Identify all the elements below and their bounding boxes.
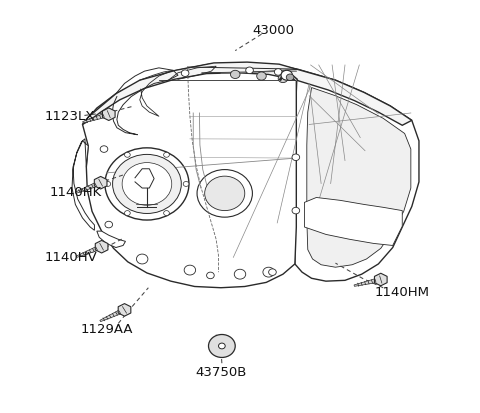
Circle shape: [164, 211, 169, 216]
Polygon shape: [354, 277, 382, 286]
Text: 1140HM: 1140HM: [375, 286, 430, 299]
Circle shape: [105, 181, 111, 186]
Polygon shape: [102, 108, 115, 121]
Circle shape: [113, 154, 181, 214]
Text: 43000: 43000: [252, 24, 294, 37]
Polygon shape: [83, 63, 296, 288]
Polygon shape: [83, 62, 412, 125]
Polygon shape: [100, 308, 126, 322]
Circle shape: [124, 211, 130, 216]
Polygon shape: [118, 304, 131, 316]
Text: 1123LX: 1123LX: [44, 110, 95, 123]
Circle shape: [281, 70, 292, 80]
Circle shape: [204, 176, 245, 211]
Circle shape: [234, 269, 246, 279]
Circle shape: [292, 154, 300, 161]
Polygon shape: [95, 176, 107, 189]
Circle shape: [164, 152, 169, 157]
Polygon shape: [97, 231, 125, 247]
Polygon shape: [307, 88, 411, 267]
Circle shape: [269, 269, 276, 275]
Circle shape: [246, 67, 253, 74]
Polygon shape: [72, 139, 95, 230]
Circle shape: [218, 343, 225, 349]
Circle shape: [286, 74, 294, 81]
Circle shape: [181, 70, 189, 76]
Circle shape: [275, 69, 282, 75]
Polygon shape: [76, 244, 103, 257]
Polygon shape: [295, 69, 419, 281]
Text: 1140HV: 1140HV: [44, 251, 97, 264]
Circle shape: [183, 181, 189, 186]
Polygon shape: [75, 180, 102, 193]
Circle shape: [206, 272, 214, 279]
Circle shape: [257, 72, 266, 80]
Circle shape: [263, 267, 275, 277]
Circle shape: [122, 163, 172, 205]
Polygon shape: [374, 273, 387, 286]
Text: 1140HK: 1140HK: [49, 185, 101, 199]
Circle shape: [278, 74, 288, 83]
Circle shape: [230, 70, 240, 78]
Circle shape: [208, 335, 235, 358]
Circle shape: [100, 146, 108, 152]
Circle shape: [124, 152, 130, 157]
Polygon shape: [96, 240, 108, 253]
Circle shape: [197, 170, 252, 217]
Circle shape: [105, 148, 189, 220]
Text: 43750B: 43750B: [195, 366, 247, 379]
Circle shape: [136, 254, 148, 264]
Circle shape: [184, 265, 196, 275]
Circle shape: [292, 207, 300, 214]
Polygon shape: [83, 112, 110, 123]
Circle shape: [105, 221, 113, 228]
Text: 1129AA: 1129AA: [80, 323, 132, 336]
Polygon shape: [304, 197, 402, 245]
